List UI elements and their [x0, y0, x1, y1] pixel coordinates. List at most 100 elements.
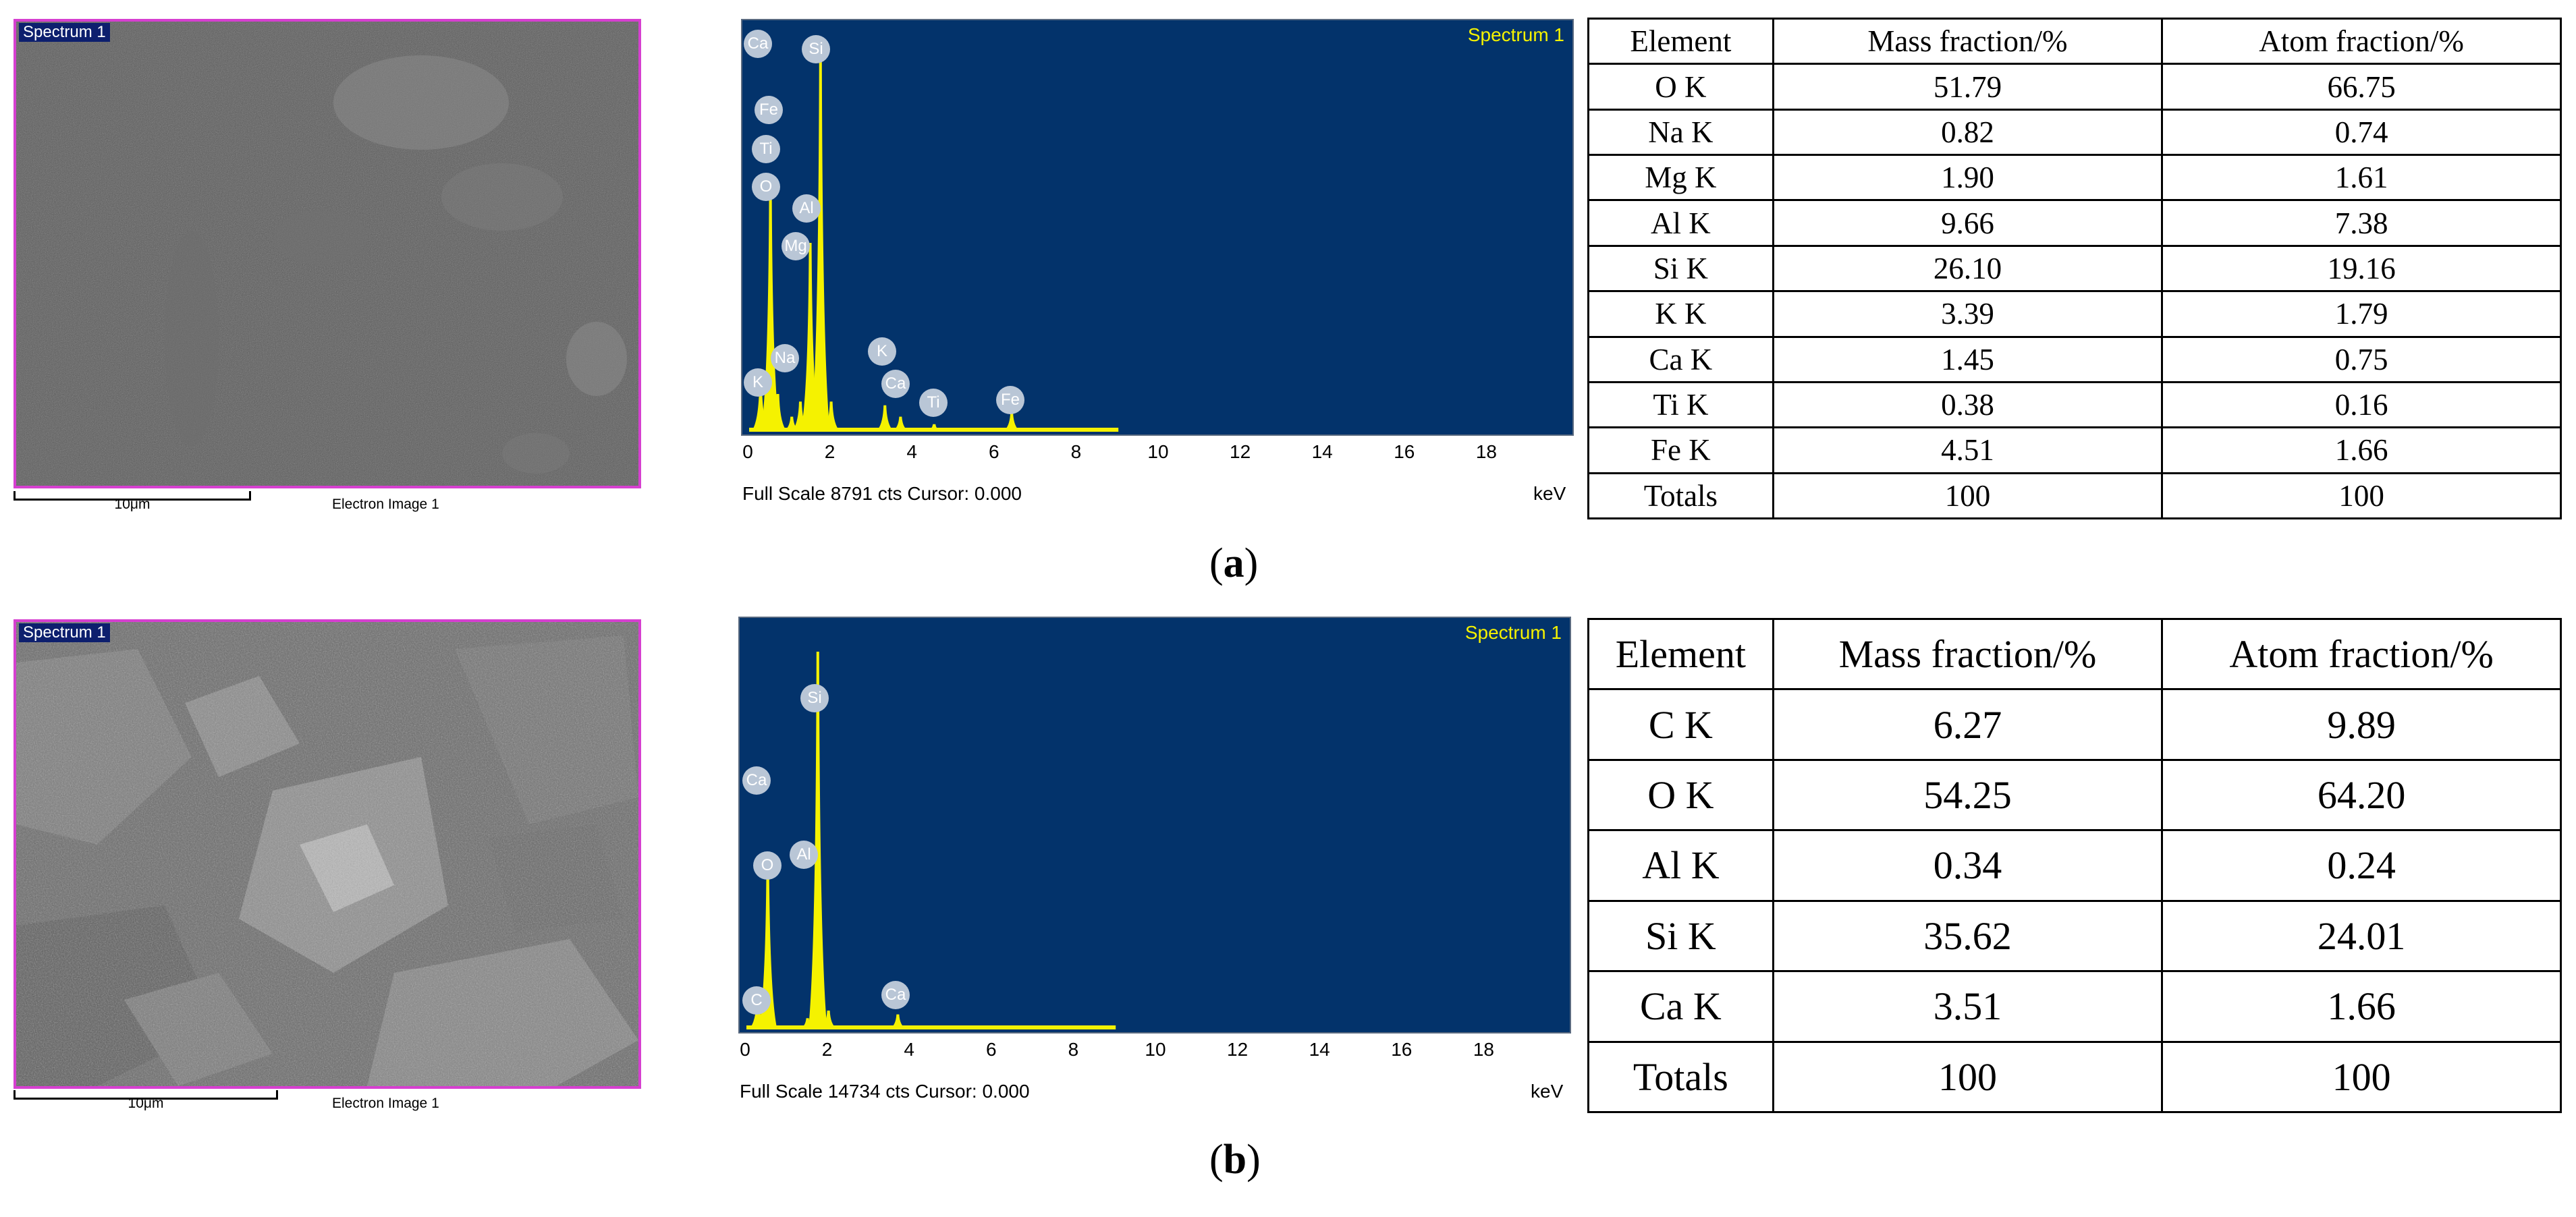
peak-label: Ti [919, 389, 948, 417]
scale-label-b: 10μm [128, 1096, 164, 1111]
sem-image-b: Spectrum 1 [13, 619, 641, 1089]
table-row: K K 3.39 1.79 [1587, 290, 2562, 338]
table-row: Al K 9.66 7.38 [1587, 199, 2562, 247]
table-header-cell: Mass fraction/% [1772, 617, 2164, 691]
panel-caption-a: (a) [1209, 540, 1259, 586]
table-row: O K 51.79 66.75 [1587, 63, 2562, 111]
table-cell: C K [1587, 688, 1774, 761]
peak-label: Al [790, 841, 818, 869]
table-cell: 4.51 [1772, 426, 2164, 474]
x-tick-label: 12 [1230, 441, 1251, 462]
x-tick-label: 12 [1227, 1039, 1249, 1060]
spectrum-plot-a [749, 54, 1119, 432]
panel-caption-b: (b) [1209, 1137, 1261, 1183]
table-row: O K 54.25 64.20 [1587, 758, 2562, 832]
table-row: Ti K 0.38 0.16 [1587, 380, 2562, 429]
peak-label: K [868, 337, 896, 366]
x-tick-label: 8 [1070, 441, 1082, 462]
peak-label: Ca [881, 370, 910, 398]
peak-label: Si [800, 684, 829, 712]
table-cell: 51.79 [1772, 63, 2164, 111]
table-cell: 100 [1772, 1040, 2164, 1114]
peak-label: Mg [782, 232, 810, 260]
table-cell: Ca K [1587, 970, 1774, 1043]
electron-image-label-a: Electron Image 1 [332, 497, 439, 512]
scale-label-a: 10μm [114, 497, 150, 512]
table-header-cell: Mass fraction/% [1772, 17, 2164, 65]
table-cell: 35.62 [1772, 899, 2164, 973]
table-cell: 66.75 [2161, 63, 2562, 111]
peak-label: Fe [996, 386, 1024, 414]
table-header-cell: Atom fraction/% [2161, 617, 2562, 691]
table-header-cell: Element [1587, 17, 1774, 65]
table-cell: 0.24 [2161, 829, 2562, 902]
peak-label: Si [802, 35, 830, 63]
spectrum-peak [808, 652, 827, 1029]
sem-label-b: Spectrum 1 [19, 623, 110, 642]
spectrum-peak [888, 1014, 908, 1029]
table-cell: 24.01 [2161, 899, 2562, 973]
peak-label: Ca [742, 766, 771, 795]
x-tick-label: 16 [1391, 1039, 1413, 1060]
spectrum-unit-b: keV [1531, 1081, 1564, 1102]
spectrum-peak [821, 401, 841, 432]
peak-label: Ca [881, 981, 910, 1009]
spectrum-peak [751, 386, 771, 432]
table-row: C K 6.27 9.89 [1587, 688, 2562, 761]
sem-image-a: Spectrum 1 [13, 19, 641, 488]
table-cell: Si K [1587, 244, 1774, 293]
results-table-a: Element Mass fraction/% Atom fraction/% O K… [1587, 17, 2562, 520]
x-tick-label: 18 [1473, 1039, 1494, 1060]
peak-label: O [753, 851, 782, 880]
spectrum-peak [811, 54, 830, 432]
spectrum-plot-b [746, 652, 1116, 1029]
table-cell: 19.16 [2161, 244, 2562, 293]
spectrum-title-b: Spectrum 1 [1464, 622, 1562, 643]
spectrum-peak [768, 394, 788, 432]
peak-label: C [742, 986, 771, 1015]
spectrum-background [746, 1025, 1116, 1029]
spectrum-footer-a: Full Scale 8791 cts Cursor: 0.000 [742, 483, 1022, 504]
peak-label: Al [792, 194, 821, 223]
x-tick-label: 6 [989, 441, 999, 462]
table-cell: Mg K [1587, 154, 1774, 202]
spectrum-peak [1002, 413, 1022, 432]
peak-label: Fe [755, 96, 783, 124]
table-cell: 0.75 [2161, 335, 2562, 383]
x-tick-label: 6 [986, 1039, 997, 1060]
table-cell: Ti K [1587, 380, 1774, 429]
x-tick-label: 14 [1311, 441, 1333, 462]
table-header-cell: Element [1587, 617, 1774, 691]
x-tick-label: 2 [824, 441, 835, 462]
spectrum-peak [761, 186, 780, 432]
spectrum-peak [819, 1011, 838, 1029]
table-row: Na K 0.82 0.74 [1587, 108, 2562, 157]
electron-image-label-b: Electron Image 1 [332, 1096, 439, 1111]
table-cell: Totals [1587, 472, 1774, 520]
spectrum-peak [758, 859, 777, 1029]
sem-label-a: Spectrum 1 [19, 23, 110, 42]
table-cell: 54.25 [1772, 758, 2164, 832]
table-cell: 3.51 [1772, 970, 2164, 1043]
x-tick-label: 10 [1147, 441, 1169, 462]
table-cell: 0.38 [1772, 380, 2164, 429]
table-cell: K K [1587, 290, 1774, 338]
table-row: Fe K 4.51 1.66 [1587, 426, 2562, 474]
table-header-cell: Atom fraction/% [2161, 17, 2562, 65]
table-cell: 3.39 [1772, 290, 2164, 338]
table-cell: 0.16 [2161, 380, 2562, 429]
spectrum-peak [800, 243, 820, 432]
table-row: Si K 35.62 24.01 [1587, 899, 2562, 973]
table-cell: 1.61 [2161, 154, 2562, 202]
x-tick-label: 4 [906, 441, 917, 462]
spectrum-peak [875, 405, 895, 432]
spectrum-peak [798, 1018, 817, 1029]
spectrum-b: Spectrum 1 Si Ca Al O C Ca [738, 617, 1571, 1034]
peak-label: Ti [752, 135, 780, 163]
x-tick-label: 4 [904, 1039, 914, 1060]
table-cell: O K [1587, 758, 1774, 832]
table-cell: 9.66 [1772, 199, 2164, 247]
table-cell: 0.82 [1772, 108, 2164, 157]
peak-label: K [744, 368, 772, 397]
table-cell: 26.10 [1772, 244, 2164, 293]
